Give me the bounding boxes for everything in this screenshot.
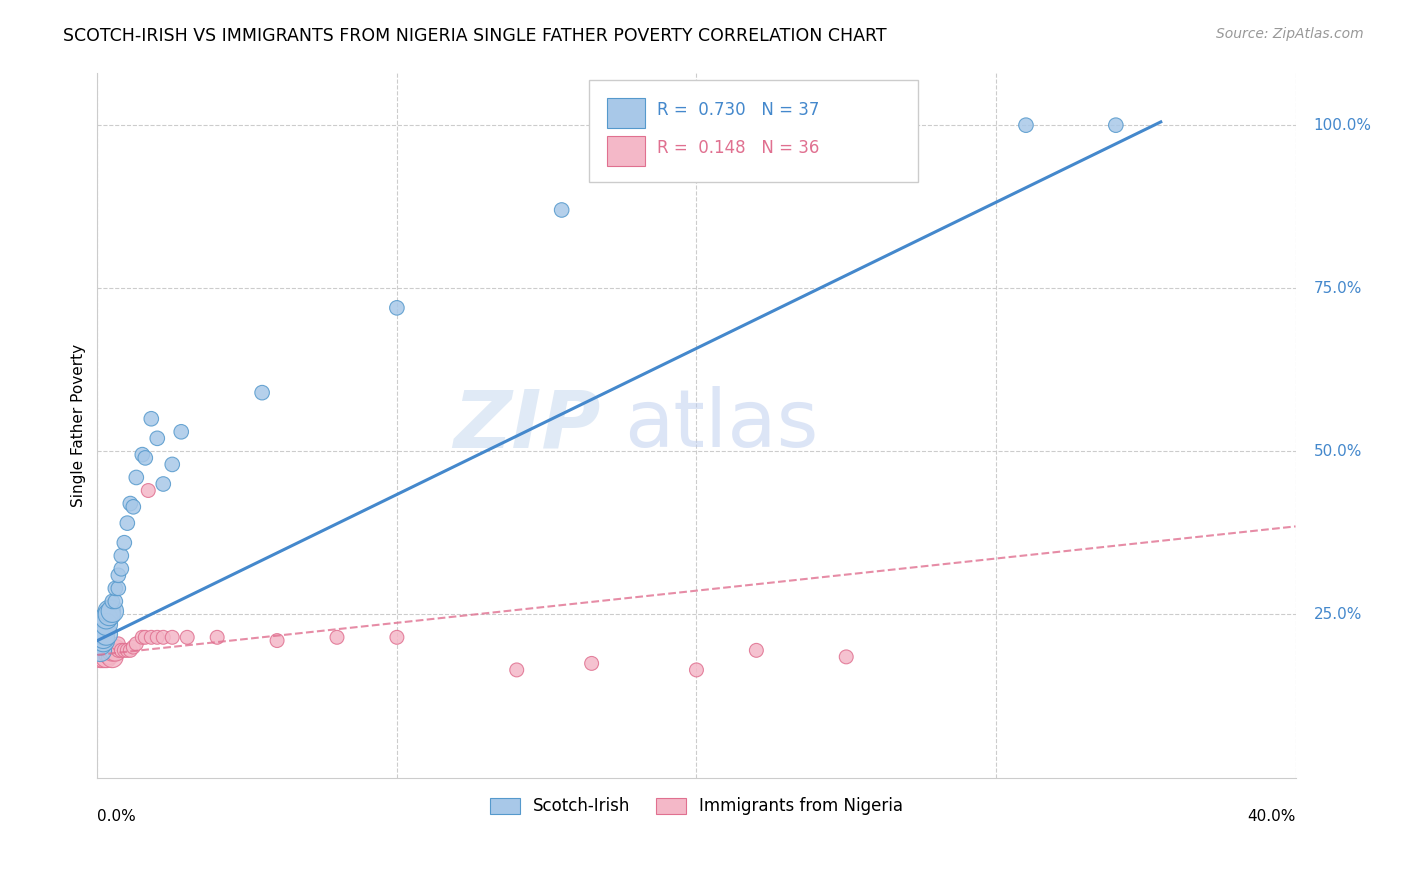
Text: R =  0.730   N = 37: R = 0.730 N = 37 [657,102,820,120]
Point [104,643,127,657]
Point [110,643,132,657]
Point [141,411,163,425]
Point [96,627,118,641]
Point [685,663,707,677]
Point [104,582,127,596]
Point [162,458,184,472]
Point [152,630,174,644]
Y-axis label: Single Father Poverty: Single Father Poverty [72,343,86,507]
Point [96,611,118,625]
Point [610,125,633,139]
Point [134,450,156,465]
Point [122,640,145,654]
Point [250,385,273,400]
Point [136,483,159,498]
Legend: Scotch-Irish, Immigrants from Nigeria: Scotch-Irish, Immigrants from Nigeria [484,790,910,822]
Point [550,202,572,217]
Point [120,497,142,511]
Point [326,630,349,644]
Point [112,535,135,549]
Point [107,568,129,582]
Point [89,649,111,664]
Point [110,562,132,576]
Point [385,630,408,644]
Point [117,643,139,657]
Point [107,582,129,596]
Point [125,637,148,651]
Text: 100.0%: 100.0% [1313,118,1371,133]
FancyBboxPatch shape [606,136,645,166]
Point [162,630,184,644]
Point [89,643,111,657]
Point [152,477,174,491]
Point [110,549,132,563]
Point [101,649,124,664]
Point [745,643,768,657]
Point [96,643,118,657]
Point [96,617,118,632]
Text: ZIP: ZIP [453,386,600,464]
Point [89,637,111,651]
Point [141,630,163,644]
Point [93,627,115,641]
Point [131,630,153,644]
Point [101,594,124,608]
Point [506,663,529,677]
Point [96,649,118,664]
Text: SCOTCH-IRISH VS IMMIGRANTS FROM NIGERIA SINGLE FATHER POVERTY CORRELATION CHART: SCOTCH-IRISH VS IMMIGRANTS FROM NIGERIA … [63,27,887,45]
Point [581,657,603,671]
FancyBboxPatch shape [606,98,645,128]
Point [146,431,169,445]
Point [101,643,124,657]
Point [107,643,129,657]
Point [385,301,408,315]
Text: Source: ZipAtlas.com: Source: ZipAtlas.com [1216,27,1364,41]
Point [266,633,288,648]
Text: 75.0%: 75.0% [1313,281,1362,296]
Point [835,649,858,664]
FancyBboxPatch shape [589,80,918,182]
Point [101,604,124,618]
Point [1105,118,1128,132]
Text: R =  0.148   N = 36: R = 0.148 N = 36 [657,139,820,157]
Point [146,630,169,644]
Point [98,640,121,654]
Point [93,649,115,664]
Point [170,425,193,439]
Text: 40.0%: 40.0% [1247,809,1295,824]
Point [122,500,145,514]
Point [131,448,153,462]
Point [685,151,707,165]
Point [205,630,228,644]
Point [117,516,139,530]
Point [176,630,198,644]
Point [107,637,129,651]
Point [1015,118,1038,132]
Text: atlas: atlas [624,386,818,464]
Point [98,647,121,661]
Text: 50.0%: 50.0% [1313,444,1362,458]
Text: 0.0%: 0.0% [97,809,136,824]
Point [93,643,115,657]
Text: 25.0%: 25.0% [1313,607,1362,622]
Point [93,630,115,644]
Point [93,633,115,648]
Point [134,630,156,644]
Point [125,470,148,484]
Point [98,604,121,618]
Point [98,607,121,622]
Point [89,643,111,657]
Point [112,643,135,657]
Point [104,594,127,608]
Point [120,643,142,657]
